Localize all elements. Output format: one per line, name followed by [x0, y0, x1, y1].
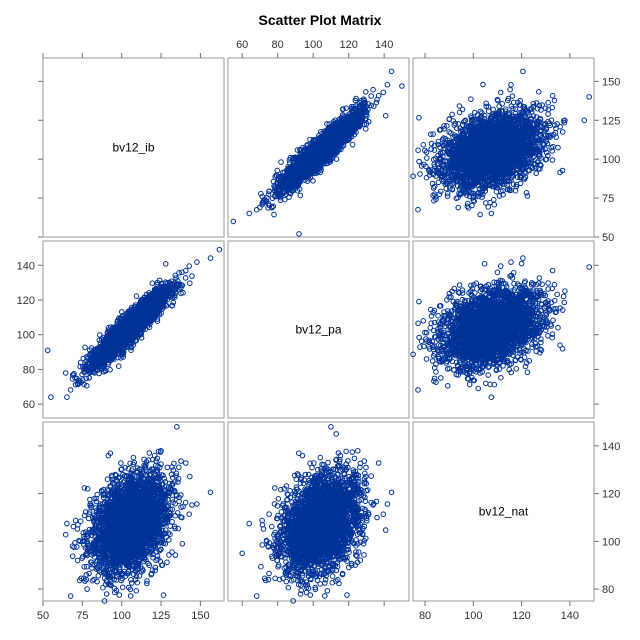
- data-point: [278, 159, 284, 165]
- chart-title: Scatter Plot Matrix: [259, 12, 382, 28]
- cell-frame-2-2: [412, 421, 595, 602]
- data-point: [380, 89, 387, 96]
- data-point: [258, 190, 264, 197]
- cell-frame-1-1: [227, 240, 410, 419]
- cell-frames: [42, 57, 595, 602]
- cell-frame-0-0: [42, 57, 225, 238]
- data-points: [44, 68, 593, 604]
- scatter-cell-bv12_ib-vs-bv12_pa: [230, 68, 405, 237]
